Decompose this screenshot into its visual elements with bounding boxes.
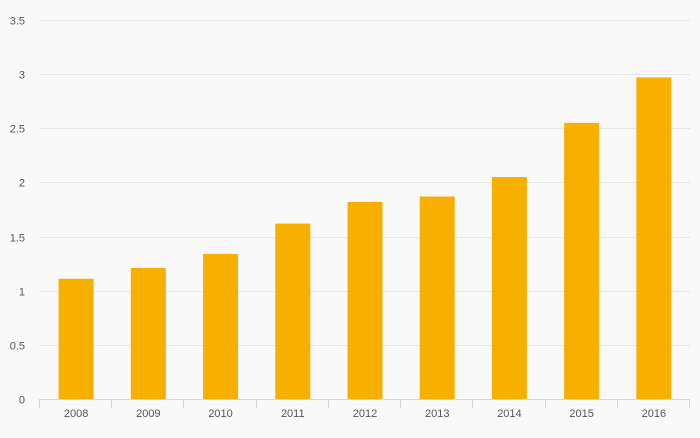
- x-axis-tick-labels: 2008 2009 2010 2011 2012 2013 2014 2015 2016: [64, 408, 666, 420]
- bar-2011: [275, 223, 311, 399]
- y-tick-label: 3: [19, 70, 25, 82]
- x-axis: [39, 399, 690, 408]
- x-tick-label: 2008: [64, 408, 88, 420]
- bar-2014: [491, 177, 527, 399]
- y-tick-label: 1.5: [10, 233, 25, 245]
- y-tick-label: 3.5: [10, 16, 25, 28]
- x-tick-label: 2016: [642, 408, 666, 420]
- x-tick-label: 2012: [353, 408, 377, 420]
- bar-2013: [419, 196, 455, 399]
- bars: [58, 77, 672, 400]
- bar-2016: [636, 77, 672, 400]
- bar-2008: [58, 278, 94, 399]
- x-tick-label: 2010: [208, 408, 232, 420]
- y-tick-label: 0: [19, 395, 25, 407]
- bar-2010: [203, 253, 239, 399]
- y-tick-label: 1: [19, 287, 25, 299]
- x-tick-label: 2014: [497, 408, 521, 420]
- x-tick-label: 2013: [425, 408, 449, 420]
- y-tick-label: 2.5: [10, 124, 25, 136]
- bar-2012: [347, 201, 383, 399]
- x-tick-label: 2015: [569, 408, 593, 420]
- x-tick-label: 2009: [136, 408, 160, 420]
- x-tick-label: 2011: [281, 408, 305, 420]
- bar-2015: [564, 122, 600, 399]
- y-tick-label: 2: [19, 178, 25, 190]
- y-tick-label: 0.5: [10, 341, 25, 353]
- bar-2009: [130, 267, 166, 399]
- y-axis-tick-labels: 0 0.5 1 1.5 2 2.5 3 3.5: [10, 16, 25, 407]
